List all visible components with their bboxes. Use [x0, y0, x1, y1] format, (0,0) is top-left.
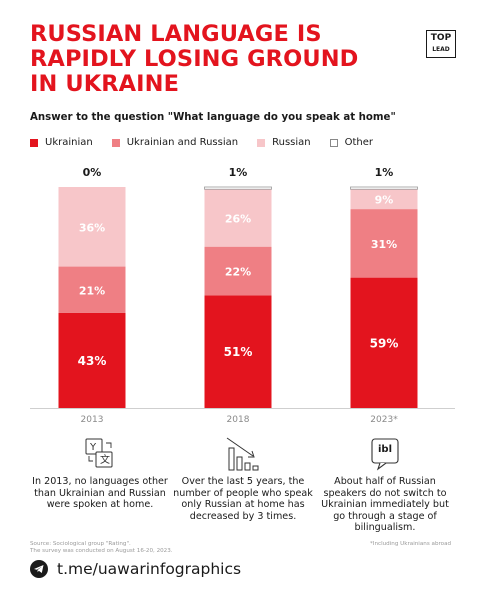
legend-swatch-ukrainian — [30, 138, 38, 147]
legend-label-ukrainian-and-russian: Ukrainian and Russian — [126, 137, 239, 148]
chart-legend: Ukrainian Ukrainian and Russian Russian … — [30, 137, 392, 148]
telegram-link[interactable]: t.me/uawarinfographics — [57, 560, 242, 578]
data-label-russian-2023: 9% — [375, 194, 394, 207]
legend-label-ukrainian: Ukrainian — [45, 137, 93, 148]
data-label-ukrainian-and-russian-2023: 31% — [371, 238, 397, 251]
bar-ukrainian-and-russian-2013 — [58, 266, 126, 313]
bar-other-2023 — [350, 186, 418, 190]
source-line-1: Source: Sociological group "Rating". — [30, 541, 131, 547]
legend-swatch-other — [329, 138, 338, 147]
legend-item-russian: Russian — [257, 137, 311, 148]
bar-russian-2023 — [350, 189, 418, 210]
footer: t.me/uawarinfographics — [30, 560, 241, 578]
legend-swatch-ukrainian-and-russian — [111, 138, 120, 147]
data-label-ukrainian-2013: 43% — [78, 354, 107, 368]
page-title: RUSSIAN LANGUAGE IS RAPIDLY LOSING GROUN… — [30, 22, 400, 97]
source-line-2: The survey was conducted on August 16-20… — [30, 548, 173, 554]
x-tick-label-2013: 2013 — [81, 415, 104, 425]
feature-2013: Y 文 In 2013, no languages other than Ukr… — [30, 436, 170, 511]
bilingual-icon: ibl — [315, 436, 455, 476]
data-label-ukrainian-and-russian-2013: 21% — [79, 284, 105, 297]
bar-ukrainian-2023 — [350, 277, 418, 408]
legend-item-ukrainian: Ukrainian — [30, 137, 93, 148]
data-label-other-2023: 1% — [375, 166, 394, 179]
data-label-ukrainian-2018: 51% — [224, 345, 253, 359]
telegram-icon — [30, 560, 48, 578]
bilingual-icon-text: ibl — [377, 444, 392, 455]
title-line-2: RAPIDLY LOSING GROUND — [30, 46, 359, 72]
logo-bottom-text: LEAD — [432, 46, 450, 53]
chart-subtitle: Answer to the question "What language do… — [30, 112, 396, 123]
data-label-other-2013: 0% — [83, 166, 102, 179]
legend-item-ukrainian-and-russian: Ukrainian and Russian — [111, 137, 239, 148]
legend-item-other: Other — [329, 137, 374, 148]
legend-swatch-russian — [257, 138, 266, 147]
top-lead-logo: TOP LEAD — [426, 30, 456, 58]
feature-2013-text: In 2013, no languages other than Ukraini… — [32, 476, 168, 511]
bar-ukrainian-and-russian-2023 — [350, 209, 418, 278]
svg-text:文: 文 — [100, 453, 110, 466]
data-label-ukrainian-and-russian-2018: 22% — [225, 265, 251, 278]
bar-other-2018 — [204, 186, 272, 190]
declining-bars-icon — [173, 436, 313, 476]
legend-label-other: Other — [344, 137, 374, 148]
bar-ukrainian-2018 — [204, 295, 272, 408]
feature-2023-text: About half of Russian speakers do not sw… — [321, 476, 449, 534]
footnote: *Including Ukrainians abroad — [370, 541, 452, 547]
data-label-russian-2013: 36% — [79, 221, 105, 234]
title-line-3: IN UKRAINE — [30, 71, 180, 97]
x-tick-label-2023: 2023* — [370, 415, 398, 425]
feature-2018: Over the last 5 years, the number of peo… — [173, 436, 313, 522]
feature-2018-text: Over the last 5 years, the number of peo… — [173, 476, 313, 522]
data-label-other-2018: 1% — [229, 166, 248, 179]
feature-2023: ibl About half of Russian speakers do no… — [315, 436, 455, 534]
legend-label-russian: Russian — [272, 137, 311, 148]
stacked-bar-chart: 43% 21% 36% 0% 2013 51% 22% 26% 1% 2018 59% 31% 9% 1%… — [30, 166, 455, 425]
data-label-ukrainian-2023: 59% — [370, 336, 399, 350]
svg-text:Y: Y — [89, 442, 97, 453]
bar-ukrainian-and-russian-2018 — [204, 246, 272, 296]
logo-top-text: TOP — [430, 33, 452, 43]
bar-russian-2013 — [58, 187, 126, 267]
translate-icon: Y 文 — [30, 436, 170, 476]
bar-ukrainian-2013 — [58, 312, 126, 408]
title-line-1: RUSSIAN LANGUAGE IS — [30, 21, 322, 47]
data-label-russian-2018: 26% — [225, 212, 251, 225]
x-tick-label-2018: 2018 — [227, 415, 250, 425]
source-note: Source: Sociological group "Rating". The… — [30, 541, 173, 555]
bar-russian-2018 — [204, 189, 272, 247]
